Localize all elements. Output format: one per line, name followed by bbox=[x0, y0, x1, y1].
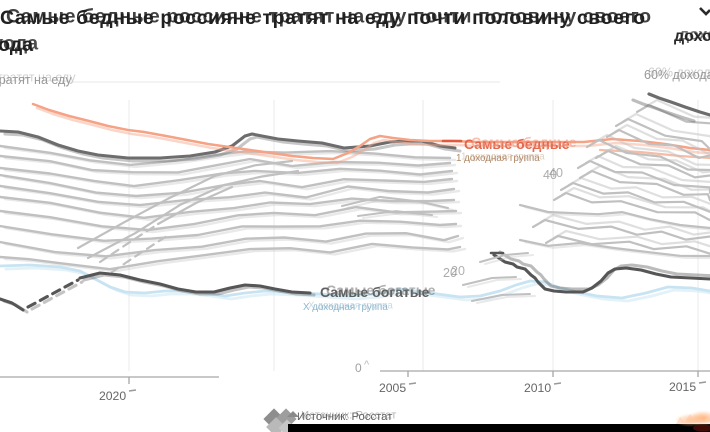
svg-text:Самые бедные: Самые бедные bbox=[471, 134, 577, 150]
svg-text:Самые богатые: Самые богатые bbox=[326, 282, 436, 298]
svg-text:2010: 2010 bbox=[524, 381, 551, 395]
svg-text:1 доходная группа: 1 доходная группа bbox=[461, 152, 545, 163]
svg-text:тратят на еду: тратят на еду bbox=[0, 71, 76, 85]
svg-text:2020: 2020 bbox=[99, 389, 126, 403]
svg-text:дохода: дохода bbox=[0, 34, 33, 56]
svg-text:60% дохода тр: 60% дохода тр bbox=[644, 68, 710, 82]
svg-text:2015: 2015 bbox=[669, 380, 696, 394]
svg-text:60% дохода тр: 60% дохода тр bbox=[648, 66, 710, 80]
svg-text:Самые бедные россияне тратят н: Самые бедные россияне тратят на еду почт… bbox=[6, 6, 651, 28]
svg-text:0: 0 bbox=[355, 361, 362, 375]
svg-text:Самые богатые: Самые богатые bbox=[320, 284, 430, 300]
svg-text:дохода: дохода bbox=[0, 33, 38, 55]
svg-text:Источник: Росстат: Источник: Росстат bbox=[301, 410, 396, 422]
svg-text:40: 40 bbox=[543, 168, 557, 182]
svg-text:20: 20 bbox=[451, 264, 465, 278]
svg-text:1 доходная группа: 1 доходная группа bbox=[456, 153, 540, 164]
svg-text:дохода: дохода bbox=[674, 28, 710, 45]
svg-text:X доходная группа: X доходная группа bbox=[308, 301, 393, 312]
svg-text:X доходная группа: X доходная группа bbox=[303, 302, 388, 313]
svg-text:^: ^ bbox=[364, 359, 370, 371]
svg-text:20: 20 bbox=[443, 266, 457, 280]
svg-text:Самые бедные россияне тратят н: Самые бедные россияне тратят на еду почт… bbox=[0, 7, 645, 29]
svg-text:дохода: дохода bbox=[679, 27, 710, 44]
svg-text:40: 40 bbox=[549, 166, 563, 180]
svg-text:2005: 2005 bbox=[379, 381, 406, 395]
svg-text:тратят на еду: тратят на еду bbox=[0, 73, 72, 87]
svg-text:Источник: Росстат: Источник: Росстат bbox=[297, 411, 392, 423]
svg-text:Самые бедные: Самые бедные bbox=[464, 136, 570, 152]
